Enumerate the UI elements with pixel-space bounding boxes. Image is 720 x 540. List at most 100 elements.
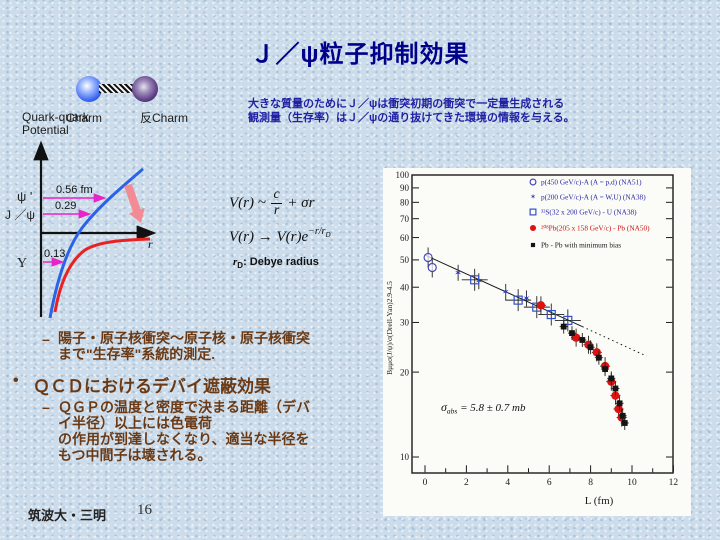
eq2-main: V(r) → V(r)e [229, 229, 309, 245]
marker-filled-circle [536, 301, 546, 310]
x-tick-label: 4 [505, 478, 510, 488]
note2-dash: – [42, 399, 50, 415]
eq1-denominator: r [270, 202, 283, 219]
legend-label: ³²S(32 x 200 GeV/c) - U (NA38) [541, 208, 637, 217]
eq2-exponent-sub: D [325, 231, 331, 239]
eq1-fraction: c r [270, 187, 283, 219]
x-tick-label: 2 [464, 478, 469, 488]
marker-filled-square [560, 323, 567, 330]
footer-affiliation: 筑波大・三明 [28, 508, 107, 523]
upsilon-label: Υ [17, 256, 27, 271]
x-tick-label: 10 [627, 478, 637, 488]
x-axis-label: L (fm) [585, 495, 614, 507]
charm-label: Charm [66, 111, 103, 125]
eq1-lhs: V(r) ~ [229, 194, 266, 211]
qcd-heading: ＱＣＤにおけるデバイ遮蔽効果 [33, 377, 271, 396]
eq1-numerator: c [273, 187, 280, 202]
series-filled-square [559, 319, 629, 430]
y-axis-label: Bμμσ(J/ψ)/σ(Drell-Yan)2.9-4.5 [385, 281, 394, 375]
page-title: Ｊ／ψ粒子抑制効果 [250, 41, 470, 68]
legend-label: ²⁰⁸Pb(205 x 158 GeV/c) - Pb (NA50) [541, 224, 650, 233]
legend-label: p(200 GeV/c)-A (A = W,U) (NA38) [541, 193, 646, 202]
suppression-arrow [124, 183, 145, 223]
na50-suppression-figure: 10 20 30 40 50 60 70 80 90 100 0 2 4 6 8 10 12 L (fm) Bμμσ… [383, 168, 691, 516]
y-tick-label: 10 [400, 452, 410, 462]
marker-filled-square [530, 242, 536, 248]
marker-filled-circle [611, 391, 620, 400]
x-tick-label: 8 [588, 478, 593, 488]
marker-star: ✶ [502, 287, 510, 298]
y-tick-label: 70 [400, 214, 410, 224]
note2-line1: ＱＧＰの温度と密度で決まる距離（デバ [58, 399, 310, 415]
marker-filled-square [616, 400, 623, 407]
y-tick-label: 90 [400, 183, 410, 193]
marker-filled-square [619, 412, 626, 419]
equation-screened-potential: V(r) → V(r)e−r/rD [229, 226, 331, 246]
marker-filled-square [612, 385, 619, 392]
psi-prime-radius-value: 0.56 fm [56, 184, 93, 196]
y-tick-label: 20 [400, 367, 410, 377]
debye-radius-note: rD: Debye radius [233, 256, 319, 270]
note1-line2: まで"生存率"系統的測定. [58, 345, 216, 362]
marker-open-circle [427, 262, 437, 273]
y-tick-label: 60 [400, 233, 410, 243]
series-open-circle [423, 247, 437, 278]
note2-line2: イ半径）以上には色電荷 [58, 415, 212, 431]
y-tick-label: 80 [400, 198, 410, 208]
eq2-exponent-text: −r/r [308, 226, 326, 237]
series-filled-circle [535, 296, 627, 427]
marker-filled-square [595, 354, 602, 361]
marker-filled-circle [529, 224, 537, 232]
anticharm-label: 反Charm [140, 111, 189, 125]
marker-star: ✶ [530, 193, 536, 201]
debye-symbol: r [233, 256, 238, 268]
anticharm-sphere [132, 76, 158, 102]
marker-open-square [470, 275, 480, 285]
marker-star: ✶ [454, 268, 462, 279]
marker-filled-square [608, 375, 615, 382]
debye-text: : Debye radius [243, 256, 319, 268]
intro-line-1: 大きな質量のためにＪ／ψは衝突初期の衝突で一定量生成される [248, 98, 565, 110]
x-tick-label: 12 [669, 478, 679, 488]
legend-label: p(450 GeV/c)-A (A = p,d) (NA51) [541, 178, 642, 187]
marker-open-circle [423, 252, 433, 263]
jpsi-radius-value: 0.29 [55, 200, 76, 212]
charm-sphere [76, 76, 102, 102]
y-tick-label: 50 [400, 255, 410, 265]
marker-filled-square [602, 366, 608, 372]
note1-dash: – [42, 331, 50, 347]
potential-axis-title-line2: Potential [22, 123, 69, 137]
note2-line3: の作用が到達しなくなり、適当な半径を [58, 431, 310, 447]
marker-filled-square [587, 344, 594, 351]
marker-open-circle [529, 178, 537, 186]
marker-open-square [546, 309, 556, 320]
fit-line-dotted [582, 326, 647, 357]
annotation-sigma-abs: σabs = 5.8 ± 0.7 mb [441, 400, 526, 416]
qcd-bullet: • [13, 372, 19, 389]
note1-line1: 陽子・原子核衝突～原子核・原子核衝突 [58, 330, 310, 346]
page-number: 16 [137, 502, 152, 518]
marker-filled-square [579, 337, 586, 343]
legend-label: Pb - Pb with minimum bias [541, 241, 621, 250]
intro-text: 大きな質量のためにＪ／ψは衝突初期の衝突で一定量生成される 観測量（生存率）はＪ… [248, 98, 575, 125]
debye-symbol-sub: D [237, 261, 244, 271]
jpsi-label: J ／ψ [5, 208, 35, 222]
potential-axis-title-line1: Quark-quark [22, 110, 89, 124]
psi-prime-label: ψ ' [17, 189, 32, 204]
screened-potential-curve [53, 237, 151, 313]
marker-star: ✶ [522, 293, 530, 304]
x-tick-label: 0 [423, 478, 428, 488]
quark-bond-bar [99, 84, 135, 93]
confining-potential-curve [48, 167, 144, 319]
note2-line4: もつ中間子は壊される。 [58, 447, 212, 463]
intro-line-2: 観測量（生存率）はＪ／ψの通り抜けてきた環境の情報を与える。 [248, 111, 575, 124]
marker-open-square [513, 295, 523, 305]
plot-frame [411, 174, 674, 474]
equation-cornell-potential: V(r) ~ c r + σr [229, 187, 314, 219]
marker-open-square [529, 208, 537, 216]
potential-axis-title: Quark-quark Potential [22, 111, 89, 137]
marker-filled-square [569, 330, 575, 337]
marker-filled-square [621, 420, 628, 426]
x-tick-label: 6 [547, 478, 552, 488]
